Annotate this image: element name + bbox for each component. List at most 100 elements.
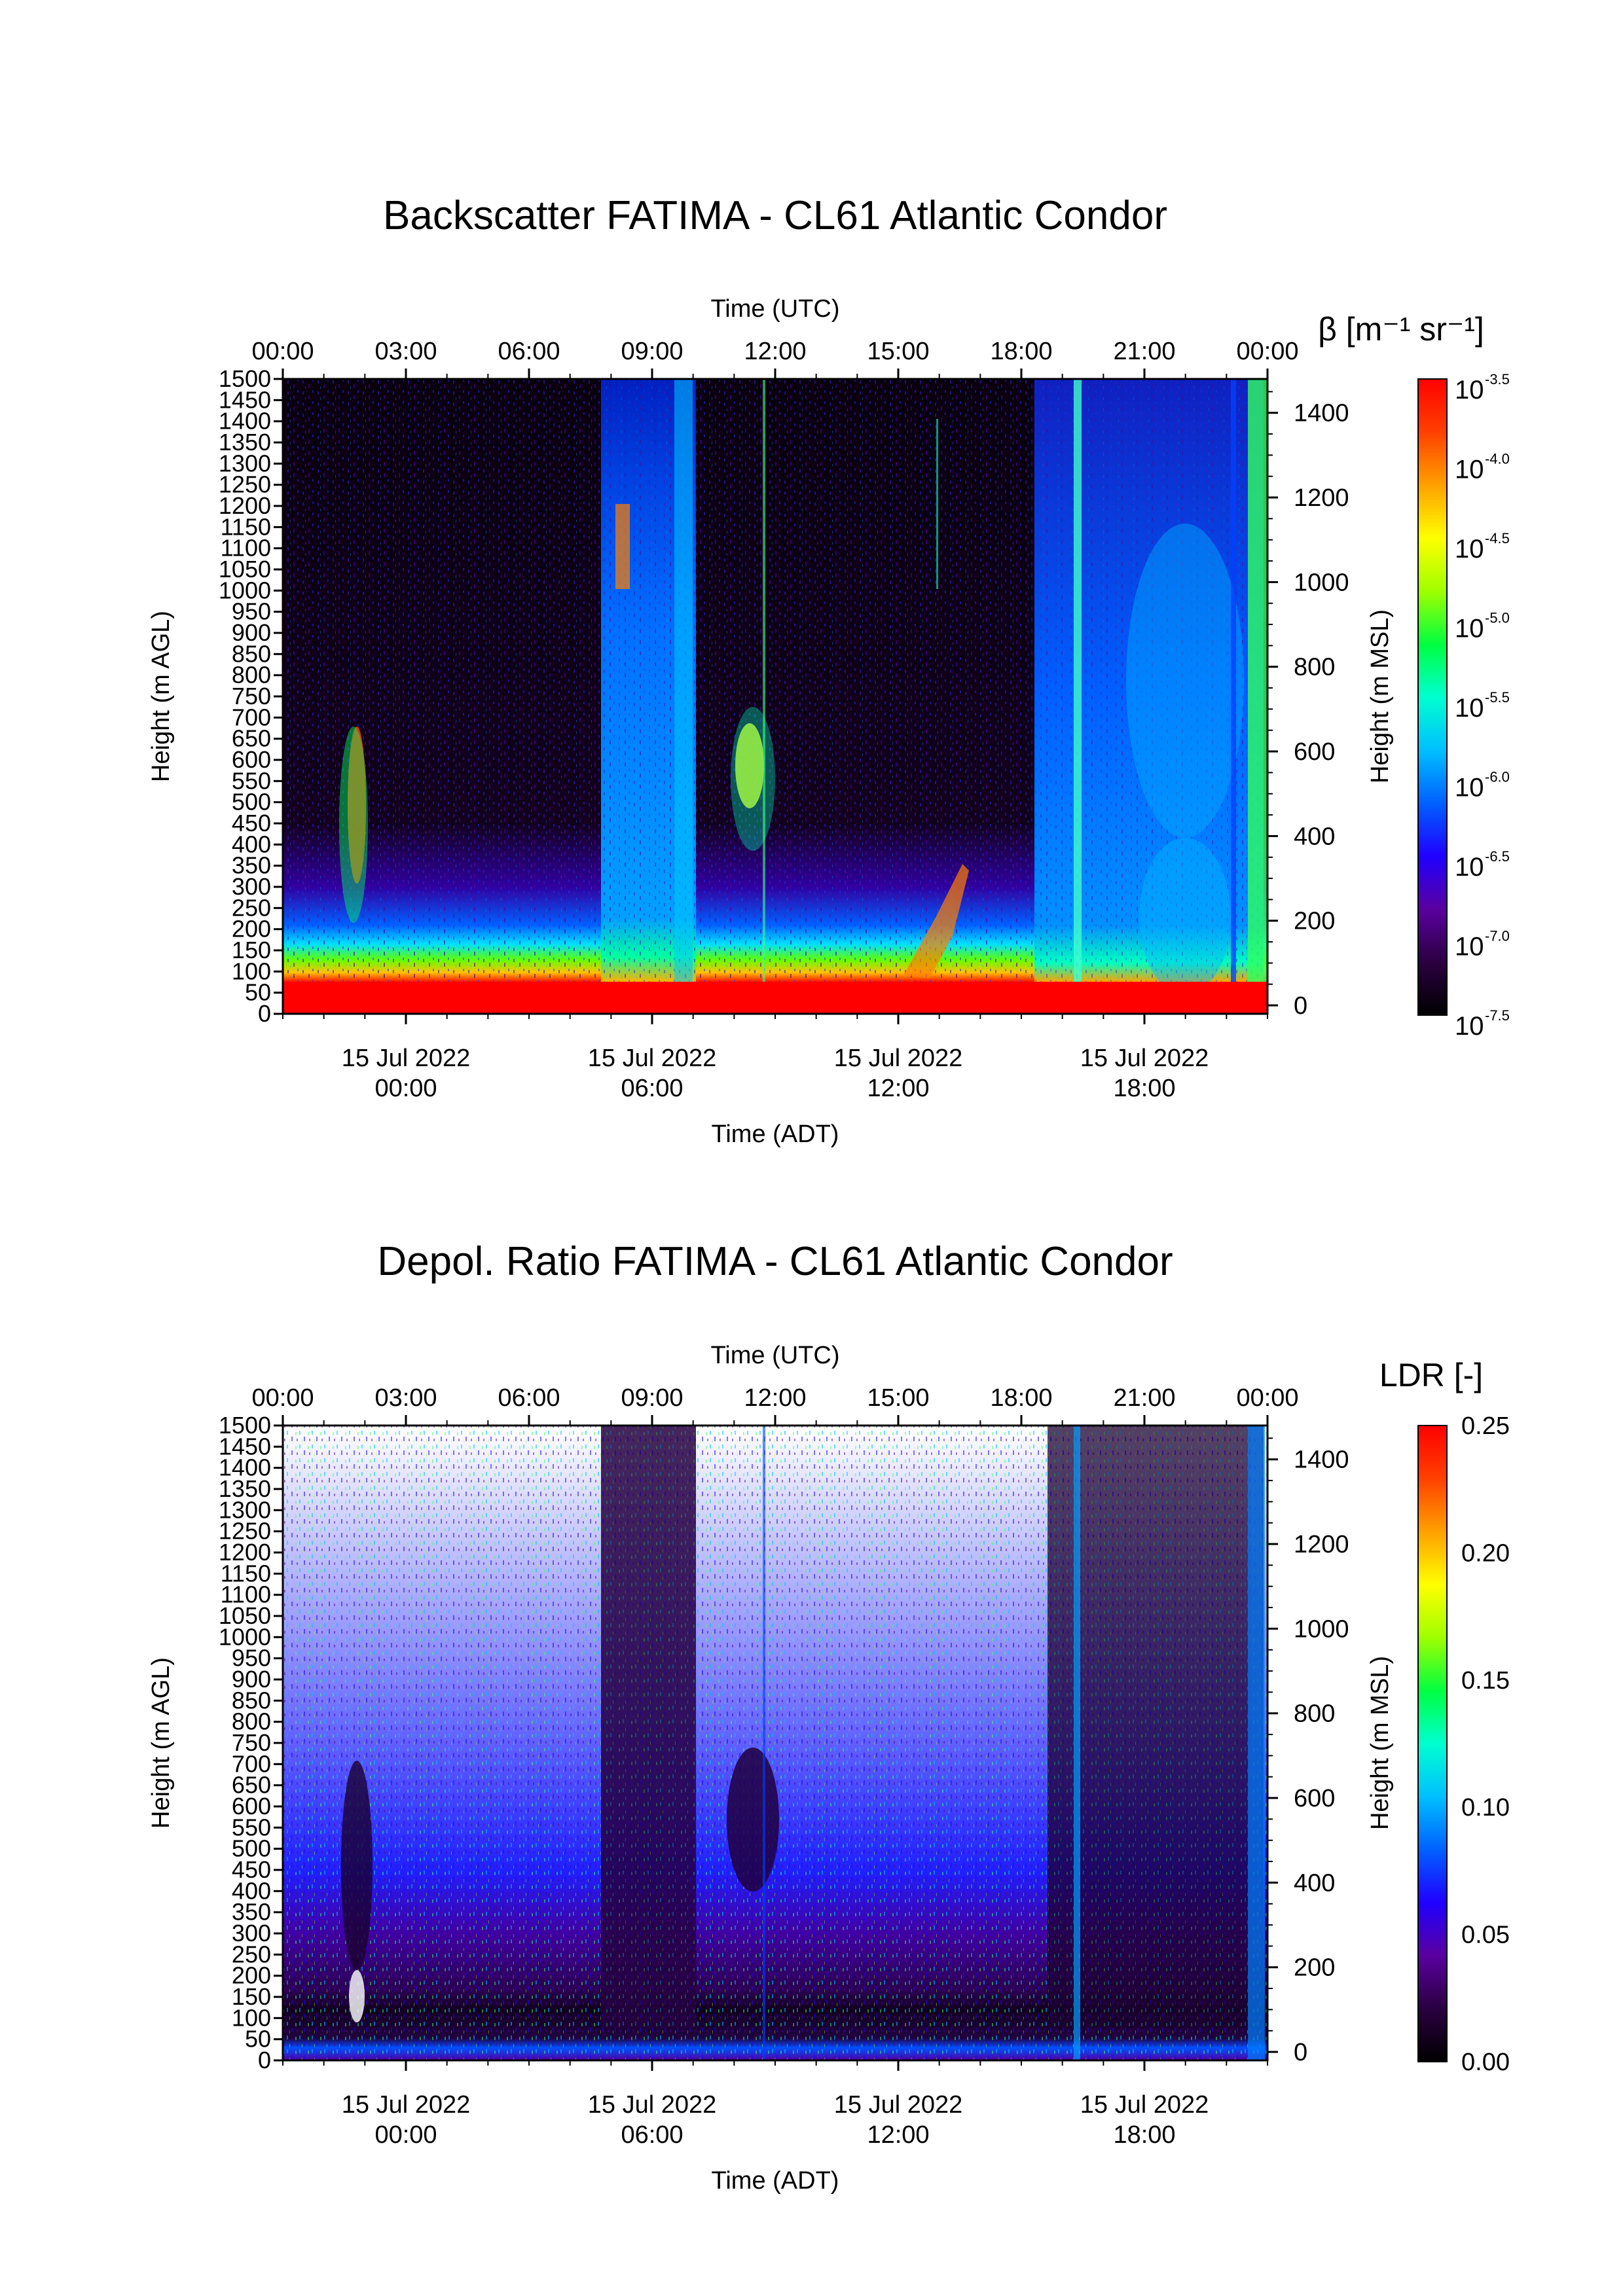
backscatter-y-left-label: Height (m AGL) [147, 611, 175, 782]
y-left-tick-label: 0 [258, 2047, 271, 2073]
y-left-tick-label: 850 [232, 1687, 271, 1713]
y-left-tick-label: 150 [232, 1983, 271, 2010]
y-left-tick-label: 650 [232, 725, 271, 752]
colorbar-tick-label: 0.20 [1461, 1539, 1510, 1567]
backscatter-colorbar-ramp [1417, 378, 1448, 1016]
colorbar-tick-base: 10 [1455, 615, 1484, 643]
y-right-tick-label: 200 [1294, 908, 1335, 935]
y-left-tick-label: 550 [232, 1814, 271, 1840]
y-left-tick-label: 300 [232, 873, 271, 900]
y-left-tick-label: 500 [232, 789, 271, 816]
y-left-tick-label: 1500 [219, 365, 271, 392]
y-left-tick-label: 1150 [221, 1560, 271, 1587]
ldr-x-top-axis: Time (UTC) 00:00 03:00 06:00 09:00 12:00 15:0… [251, 1342, 1299, 1426]
x-top-tick-label: 18:00 [990, 1384, 1052, 1412]
ldr-y-left-ticks: 0501001502002503003504004505005506006507… [219, 1412, 283, 2073]
colorbar-tick-exponent: -6.0 [1485, 769, 1510, 785]
y-left-tick-label: 150 [232, 937, 271, 963]
y-left-tick-label: 1000 [219, 577, 271, 603]
colorbar-tick-label: 0.00 [1461, 2049, 1510, 2076]
y-left-tick-label: 1150 [221, 513, 271, 540]
x-bottom-tick-date: 15 Jul 2022 [1080, 2091, 1209, 2119]
x-top-tick-label: 09:00 [621, 338, 683, 365]
colorbar-tick-base: 10 [1455, 853, 1484, 882]
colorbar-tick-exponent: -5.0 [1485, 610, 1510, 626]
ldr-y-left-label: Height (m AGL) [147, 1657, 175, 1829]
y-left-tick-label: 1250 [219, 471, 271, 498]
backscatter-field [283, 379, 1267, 1014]
ldr-panel: Depol. Ratio FATIMA - CL61 Atlantic Cond… [147, 1239, 1510, 2195]
y-left-tick-label: 100 [232, 958, 271, 984]
ldr-colorbar-ticks: 0.25 0.20 0.15 0.10 0.05 0.00 [1461, 1412, 1510, 2076]
y-left-tick-label: 1250 [219, 1518, 271, 1545]
y-left-tick-label: 650 [232, 1772, 271, 1799]
y-right-tick-label: 0 [1294, 2039, 1307, 2066]
y-left-tick-label: 700 [232, 1750, 271, 1777]
backscatter-x-top-ticks: 00:00 03:00 06:00 09:00 12:00 15:00 18:00 21:00… [251, 338, 1299, 379]
x-bottom-tick-date: 15 Jul 2022 [342, 1045, 471, 1072]
y-left-tick-label: 200 [232, 916, 271, 942]
y-left-tick-label: 1050 [219, 1602, 271, 1629]
x-top-tick-label: 09:00 [621, 1384, 683, 1412]
colorbar-tick-label: 0.25 [1461, 1412, 1510, 1440]
backscatter-y-right-label: Height (m MSL) [1366, 609, 1394, 783]
x-bottom-tick-date: 15 Jul 2022 [588, 1045, 717, 1072]
y-left-tick-label: 1300 [219, 1496, 271, 1523]
x-top-tick-label: 03:00 [374, 338, 437, 365]
y-left-tick-label: 450 [232, 810, 271, 836]
x-bottom-tick-date: 15 Jul 2022 [834, 2091, 963, 2119]
x-bottom-tick-time: 06:00 [621, 2121, 683, 2149]
y-left-tick-label: 1350 [219, 1475, 271, 1502]
ldr-colorbar-label: LDR [-] [1379, 1357, 1483, 1393]
y-left-tick-label: 1000 [219, 1623, 271, 1650]
x-top-tick-label: 00:00 [251, 1384, 314, 1412]
y-left-tick-label: 450 [232, 1856, 271, 1883]
y-left-tick-label: 350 [232, 852, 271, 879]
x-bottom-tick-time: 18:00 [1113, 1075, 1175, 1102]
ldr-x-top-label: Time (UTC) [711, 1342, 840, 1369]
y-right-tick-label: 400 [1294, 1869, 1335, 1897]
x-bottom-tick-time: 18:00 [1113, 2121, 1175, 2149]
x-bottom-tick-time: 12:00 [867, 1075, 929, 1102]
x-top-tick-label: 00:00 [251, 338, 314, 365]
y-left-tick-label: 50 [245, 979, 271, 1006]
x-bottom-tick-time: 00:00 [374, 2121, 437, 2149]
backscatter-y-right-ticks: 0 200 400 600 800 1000 1200 1400 [1267, 391, 1349, 1020]
ldr-field [283, 1426, 1267, 2060]
x-top-tick-label: 21:00 [1113, 338, 1175, 365]
y-left-tick-label: 250 [232, 894, 271, 921]
colorbar-tick-label: 0.05 [1461, 1922, 1510, 1949]
y-right-tick-label: 1400 [1294, 1446, 1349, 1474]
colorbar-tick-exponent: -7.5 [1485, 1007, 1510, 1024]
colorbar-tick-exponent: -5.5 [1485, 689, 1510, 706]
backscatter-x-top-axis: Time (UTC) 00:00 03:00 06:00 09:00 12:00 15:0… [251, 295, 1299, 379]
y-left-tick-label: 1100 [221, 1581, 271, 1608]
backscatter-colorbar-ticks: 10 -3.510 -4.010 -4.510 -5.010 -5.510 -6.010 -6… [1455, 371, 1510, 1041]
y-right-tick-label: 1000 [1294, 1615, 1349, 1643]
y-left-tick-label: 1200 [219, 1539, 271, 1566]
colorbar-tick-label: 0.10 [1461, 1794, 1510, 1821]
y-right-tick-label: 400 [1294, 823, 1335, 850]
y-right-tick-label: 800 [1294, 654, 1335, 681]
y-left-tick-label: 500 [232, 1835, 271, 1862]
y-left-tick-label: 1100 [221, 535, 271, 562]
y-left-tick-label: 1400 [219, 408, 271, 435]
y-left-tick-label: 1400 [219, 1454, 271, 1481]
x-top-tick-label: 21:00 [1113, 1384, 1175, 1412]
colorbar-tick-base: 10 [1455, 774, 1484, 802]
x-top-tick-label: 12:00 [744, 338, 806, 365]
backscatter-colorbar-label: β [m⁻¹ sr⁻¹] [1318, 311, 1484, 348]
ldr-x-bottom-label: Time (ADT) [712, 2167, 839, 2195]
y-left-tick-label: 300 [232, 1920, 271, 1946]
y-left-tick-label: 750 [232, 1729, 271, 1756]
colorbar-tick-exponent: -4.0 [1485, 451, 1510, 467]
y-left-tick-label: 900 [232, 619, 271, 646]
ldr-title: Depol. Ratio FATIMA - CL61 Atlantic Cond… [377, 1239, 1173, 1284]
y-left-tick-label: 1450 [219, 386, 271, 413]
y-left-tick-label: 600 [232, 1793, 271, 1820]
y-left-tick-label: 550 [232, 767, 271, 794]
y-right-tick-label: 600 [1294, 1785, 1335, 1812]
